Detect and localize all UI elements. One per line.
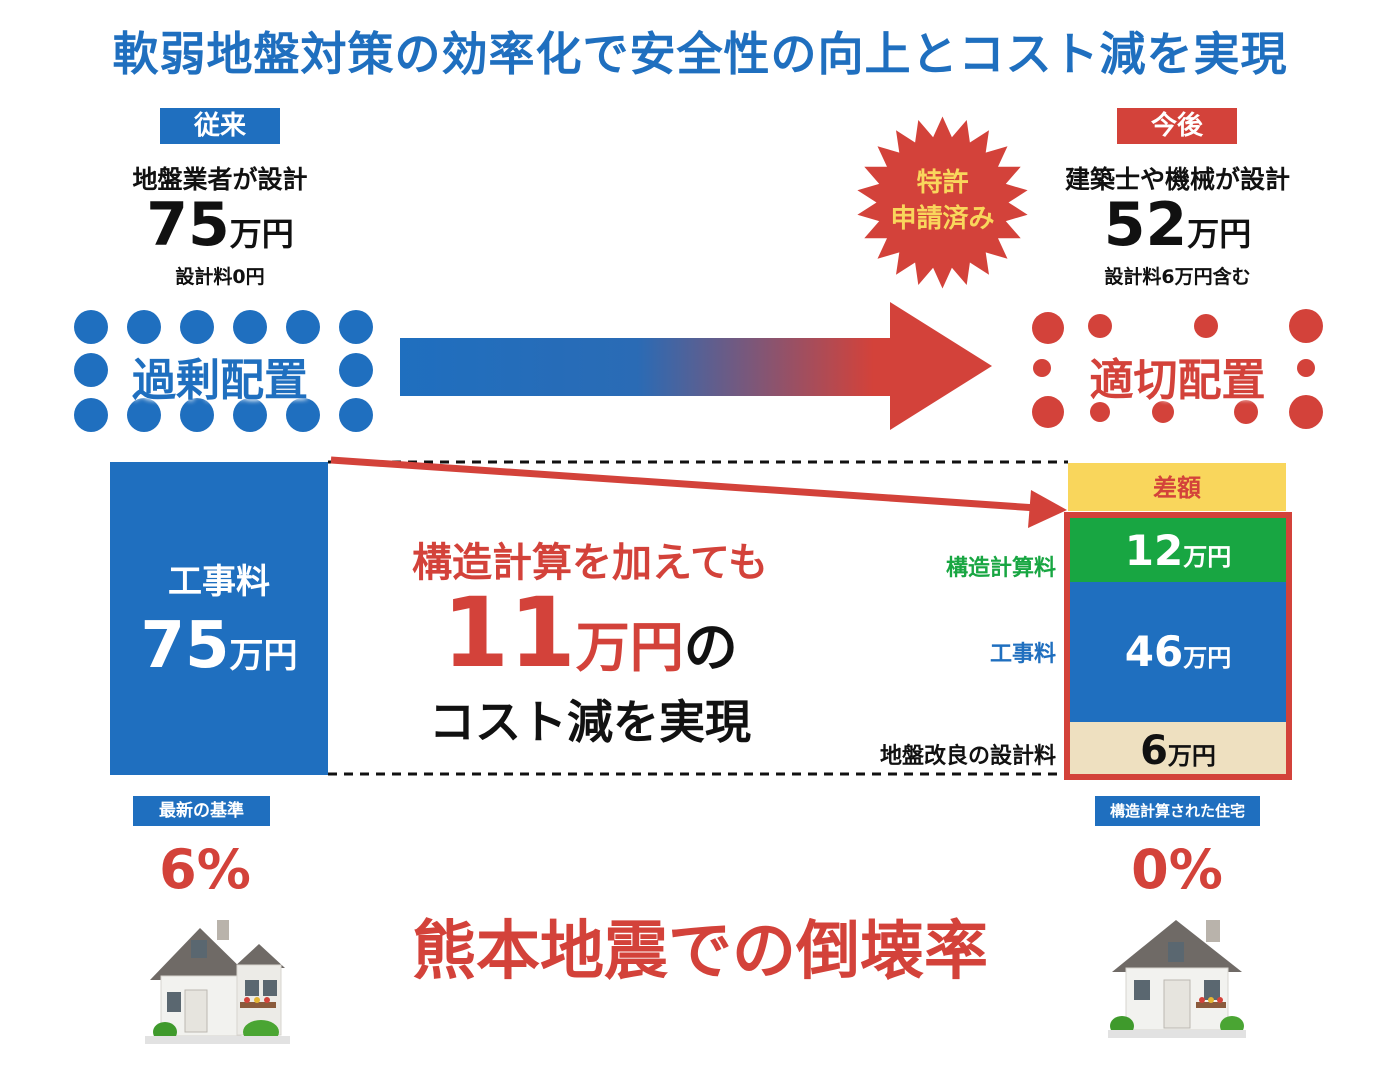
message-line1: 構造計算を加えても — [412, 540, 768, 586]
before-standard-tag: 最新の基準 — [133, 796, 270, 826]
before-design-fee: 設計料0円 — [175, 266, 265, 288]
starburst-badge-icon — [857, 116, 1028, 289]
house-icon — [1108, 920, 1246, 1038]
gradient-arrow-icon — [400, 302, 992, 430]
message-amount: 11万円の — [340, 585, 840, 682]
diagonal-arrow-icon — [330, 456, 1067, 528]
after-design-fee: 設計料6万円含む — [1104, 266, 1251, 288]
message-amount-value: 11 — [442, 577, 576, 689]
before-work-fee-label: 工事料 — [168, 562, 270, 602]
structure-fee-unit: 万円 — [1183, 543, 1232, 571]
structure-fee-label: 構造計算料 — [945, 556, 1056, 581]
design-fee-unit: 万円 — [1167, 742, 1216, 770]
before-work-fee-box: 工事料 75万円 — [110, 462, 328, 775]
work-fee-unit: 万円 — [1183, 644, 1232, 672]
patent-line1: 特許 — [916, 168, 969, 198]
dashed-guides — [328, 460, 1068, 776]
after-price: 52万円 — [1040, 195, 1315, 255]
before-price-value: 75 — [146, 190, 230, 260]
before-dots-icon — [74, 310, 373, 432]
before-tag: 従来 — [160, 108, 280, 144]
difference-segment-structure: 12万円 — [1070, 518, 1286, 582]
difference-box: 12万円 46万円 6万円 — [1064, 512, 1292, 780]
after-collapse-rate: 0% — [1131, 838, 1223, 901]
message-line3: コスト減を実現 — [429, 695, 751, 749]
before-placement-label: 過剰配置 — [132, 355, 308, 406]
difference-header: 差額 — [1068, 463, 1286, 511]
after-price-unit: 万円 — [1187, 215, 1252, 253]
before-price-unit: 万円 — [229, 215, 294, 253]
after-placement-label: 適切配置 — [1089, 355, 1266, 406]
after-designer: 建築士や機械が設計 — [1064, 165, 1290, 194]
before-designer: 地盤業者が設計 — [132, 165, 308, 194]
patent-line2: 申請済み — [890, 204, 995, 234]
structure-fee-value: 12 — [1124, 526, 1184, 575]
before-price: 75万円 — [80, 195, 360, 255]
after-price-value: 52 — [1103, 190, 1188, 260]
message-amount-unit: 万円 — [575, 616, 684, 679]
before-work-fee-unit: 万円 — [229, 636, 298, 676]
after-tag: 今後 — [1117, 108, 1237, 144]
house-icon — [145, 920, 290, 1044]
page-title: 軟弱地盤対策の効率化で安全性の向上とコスト減を実現 — [112, 27, 1288, 81]
message-amount-suffix: の — [683, 616, 738, 679]
difference-segment-design: 6万円 — [1070, 722, 1286, 774]
after-dots-icon — [1032, 309, 1323, 429]
patent-badge-text: 特許 申請済み — [855, 165, 1030, 237]
difference-segment-work: 46万円 — [1070, 582, 1286, 722]
footer-caption: 熊本地震での倒壊率 — [412, 915, 988, 989]
design-fee-label: 地盤改良の設計料 — [879, 744, 1056, 769]
before-work-fee-value: 75 — [140, 609, 230, 683]
work-fee-value: 46 — [1124, 627, 1184, 676]
after-standard-tag: 構造計算された住宅 — [1095, 796, 1260, 826]
design-fee-value: 6 — [1140, 728, 1168, 774]
work-fee-label: 工事料 — [989, 642, 1056, 667]
before-work-fee: 75万円 — [110, 609, 328, 683]
before-collapse-rate: 6% — [159, 838, 251, 901]
